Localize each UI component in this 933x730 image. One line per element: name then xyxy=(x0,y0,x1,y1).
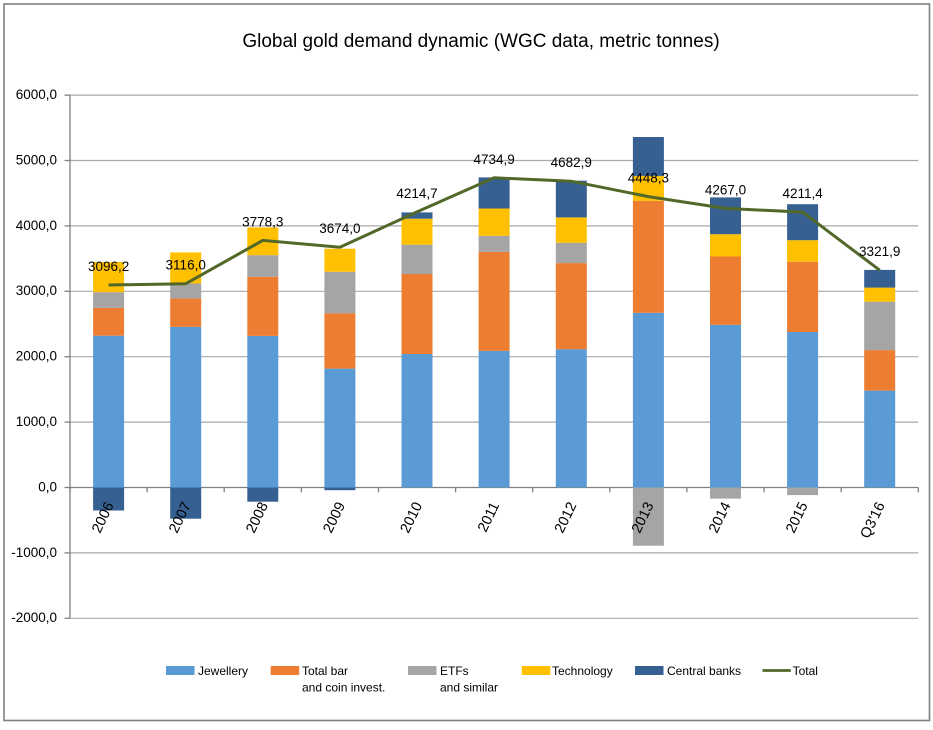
svg-text:6000,0: 6000,0 xyxy=(16,87,57,102)
svg-text:and coin invest.: and coin invest. xyxy=(302,681,385,695)
svg-text:Jewellery: Jewellery xyxy=(198,664,248,678)
svg-text:4682,9: 4682,9 xyxy=(551,155,592,170)
svg-text:and similar: and similar xyxy=(440,681,498,695)
svg-text:Total: Total xyxy=(793,664,818,678)
svg-text:4211,4: 4211,4 xyxy=(782,186,823,201)
svg-text:0,0: 0,0 xyxy=(38,479,57,494)
svg-text:3778,3: 3778,3 xyxy=(242,214,283,229)
svg-text:ETFs: ETFs xyxy=(440,664,469,678)
svg-text:2000,0: 2000,0 xyxy=(16,349,57,364)
svg-text:4267,0: 4267,0 xyxy=(705,182,746,197)
svg-text:5000,0: 5000,0 xyxy=(16,152,57,167)
svg-text:4214,7: 4214,7 xyxy=(396,186,437,201)
svg-text:4448,3: 4448,3 xyxy=(628,171,669,186)
svg-text:3000,0: 3000,0 xyxy=(16,283,57,298)
svg-text:3096,2: 3096,2 xyxy=(88,259,129,274)
svg-text:4734,9: 4734,9 xyxy=(473,152,514,167)
svg-text:Technology: Technology xyxy=(552,664,613,678)
svg-text:3321,9: 3321,9 xyxy=(859,244,900,259)
svg-text:4000,0: 4000,0 xyxy=(16,218,57,233)
svg-text:Total bar: Total bar xyxy=(302,664,348,678)
svg-text:-1000,0: -1000,0 xyxy=(11,545,57,560)
svg-text:Central banks: Central banks xyxy=(667,664,741,678)
svg-text:3674,0: 3674,0 xyxy=(319,221,360,236)
svg-text:-2000,0: -2000,0 xyxy=(11,610,57,625)
svg-text:3116,0: 3116,0 xyxy=(166,258,206,273)
svg-text:1000,0: 1000,0 xyxy=(16,414,57,429)
svg-text:Global gold demand dynamic (WG: Global gold demand dynamic (WGC data, me… xyxy=(242,31,719,52)
